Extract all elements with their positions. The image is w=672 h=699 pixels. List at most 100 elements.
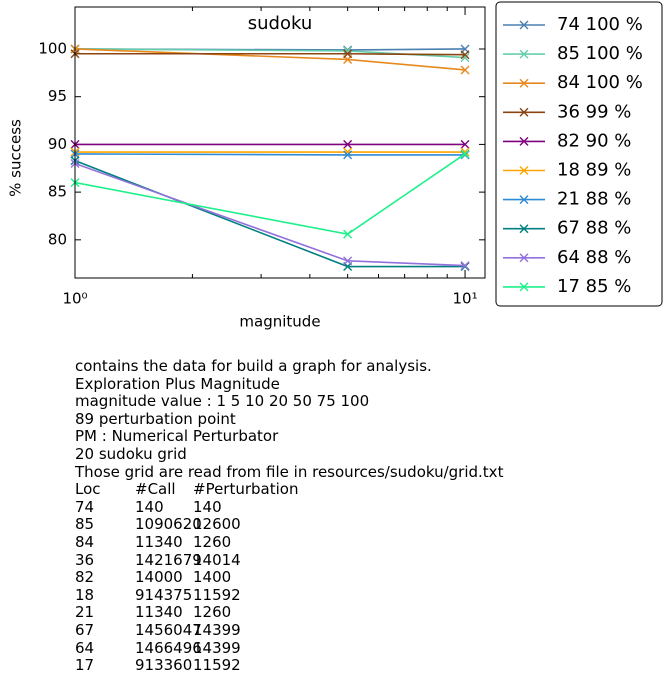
legend-marker	[519, 20, 529, 30]
table-row: 17 913360 11592	[75, 656, 503, 675]
legend-marker	[519, 224, 529, 234]
table-cell: 14399	[193, 638, 241, 657]
table-cell: 67	[75, 620, 95, 639]
table-cell: 14000	[135, 568, 183, 587]
y-tick-label: 100	[38, 39, 67, 57]
table-cell: 1421679	[135, 550, 202, 569]
table-cell: 36	[75, 550, 95, 569]
table-cell: 11592	[193, 656, 241, 675]
series-line	[75, 52, 466, 56]
table-cell: 1466496	[135, 638, 202, 657]
legend-label: 74 100 %	[557, 14, 643, 35]
series-line	[74, 153, 466, 235]
text-line: Those grid are read from file in resourc…	[75, 462, 504, 481]
table-cell: 84	[75, 532, 95, 551]
table-row: 36 1421679 14014	[75, 550, 503, 570]
x-tick-label: 10¹	[452, 290, 477, 308]
marker	[343, 229, 353, 239]
legend-marker	[519, 282, 529, 292]
table-cell: 14014	[193, 550, 241, 569]
legend-marker	[519, 78, 529, 88]
marker	[343, 256, 353, 266]
table-cell: 914375	[135, 585, 193, 604]
table-row: 64 1466496 14399	[75, 638, 503, 658]
legend-marker	[519, 49, 529, 59]
chart-title: sudoku	[248, 13, 313, 34]
series-line	[74, 48, 466, 71]
text-line: 89 perturbation point	[75, 409, 236, 428]
series-line	[74, 153, 466, 156]
marker	[343, 139, 353, 149]
marker	[343, 150, 353, 160]
table-row: 74 140 140	[75, 497, 503, 517]
table-row: 82 14000 1400	[75, 569, 503, 587]
y-axis-label: % success	[7, 119, 25, 197]
legend-label: 67 88 %	[557, 218, 631, 239]
legend-label: 85 100 %	[557, 43, 643, 64]
table-cell: 1090620	[135, 515, 202, 534]
y-tick-label: 90	[48, 135, 67, 153]
legend-label: 84 100 %	[557, 72, 643, 93]
legend-label: 82 90 %	[557, 130, 631, 151]
table-cell: 17	[75, 656, 95, 675]
table-cell: 11340	[135, 532, 183, 551]
y-tick-label: 80	[48, 230, 67, 248]
chart: sudoku magnitude % success 80 85 90 95 100 10…	[7, 1, 663, 331]
table-row: 84 11340 1260	[75, 532, 503, 552]
text-line: PM : Numerical Perturbator	[75, 427, 279, 446]
table-cell: 74	[75, 497, 95, 516]
legend-marker	[519, 136, 529, 146]
legend-marker	[519, 166, 529, 175]
text-line: magnitude value : 1 5 10 20 50 75 100	[75, 392, 370, 411]
text-line: contains the data for build a graph for …	[75, 357, 432, 375]
table-cell: 85	[75, 515, 95, 534]
table-row: 85 1090620 12600	[75, 516, 503, 534]
legend-label: 17 85 %	[557, 276, 631, 297]
table-cell: 140	[193, 497, 222, 516]
table-row: 18 914375 11592	[75, 585, 503, 605]
marker	[343, 49, 353, 59]
table-cell: 140	[135, 497, 164, 516]
table-cell: 64	[75, 638, 95, 657]
legend: 74 100 % 85 100 % 84 100 % 36 99 % 82 90 % 18…	[495, 1, 663, 307]
y-tick-label: 85	[48, 183, 67, 201]
legend-label: 21 88 %	[557, 189, 631, 210]
table-cell: Loc	[75, 480, 101, 499]
marker	[460, 65, 470, 75]
x-axis-label: magnitude	[239, 313, 320, 331]
legend-box	[495, 1, 663, 307]
table-cell: 11592	[193, 585, 241, 604]
legend-label: 18 89 %	[557, 160, 631, 181]
text-line: Exploration Plus Magnitude	[75, 374, 280, 393]
legend-label: 36 99 %	[557, 101, 631, 122]
table-cell: #Call	[135, 480, 176, 499]
table-cell: 913360	[135, 656, 193, 675]
marker	[460, 139, 470, 149]
legend-label: 64 88 %	[557, 247, 631, 268]
table-header: Loc #Call #Perturbation	[75, 481, 503, 499]
description: contains the data for build a graph for …	[75, 357, 504, 675]
table-cell: 1260	[193, 603, 232, 622]
table-cell: 1456047	[135, 620, 202, 639]
table-cell: 11340	[135, 603, 183, 622]
table-cell: #Perturbation	[193, 480, 299, 499]
table-cell: 12600	[193, 515, 241, 534]
legend-marker	[519, 107, 529, 117]
table-cell: 82	[75, 568, 95, 587]
y-tick-label: 95	[48, 87, 67, 105]
table-cell: 21	[75, 603, 95, 622]
table-cell: 1400	[193, 568, 232, 587]
legend-marker	[519, 253, 529, 263]
table-row: 67 1456047 14399	[75, 620, 503, 640]
table-cell: 1260	[193, 532, 232, 551]
marker	[460, 50, 470, 60]
marker	[460, 261, 470, 271]
table-cell: 14399	[193, 620, 241, 639]
table-row: 21 11340 1260	[75, 604, 503, 622]
series-line	[74, 162, 466, 267]
table-cell: 18	[75, 585, 95, 604]
plot-frame	[74, 6, 486, 279]
legend-marker	[519, 195, 529, 205]
text-line: 20 sudoku grid	[75, 444, 187, 463]
